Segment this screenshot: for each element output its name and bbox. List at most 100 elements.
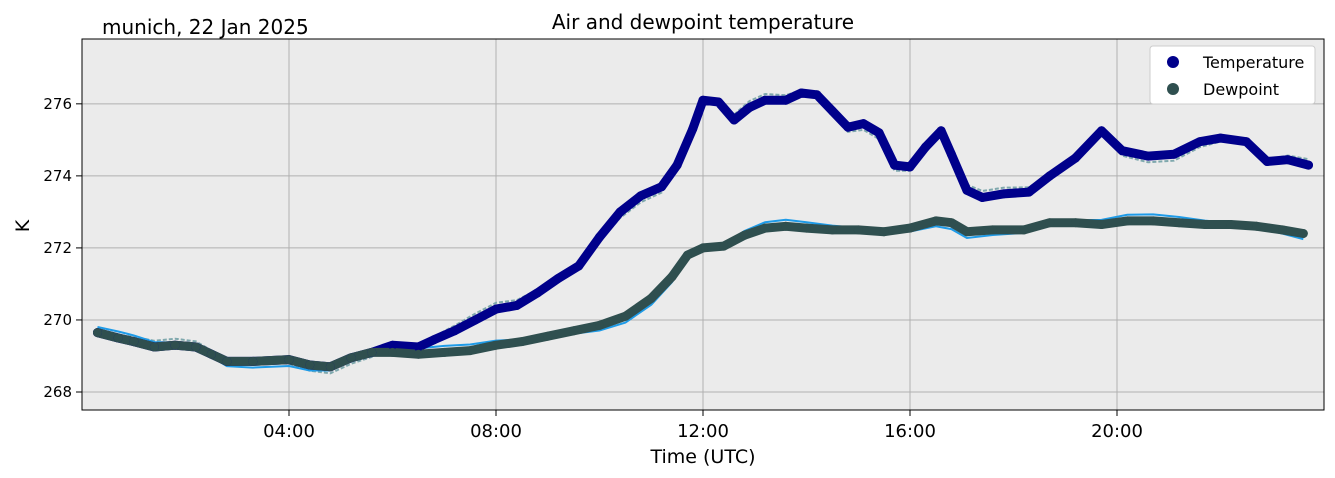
temperature-point xyxy=(812,90,822,100)
temperature-point xyxy=(413,342,423,352)
y-tick-label: 276 xyxy=(43,95,72,113)
temperature-point xyxy=(796,88,806,98)
dewpoint-point xyxy=(620,311,630,321)
temperature-point xyxy=(657,182,667,192)
temperature-point xyxy=(1216,133,1225,143)
temperature-point xyxy=(532,288,542,298)
temperature-point xyxy=(1097,126,1106,136)
dewpoint-point xyxy=(439,347,449,357)
dewpoint-point xyxy=(719,241,729,251)
temperature-point xyxy=(688,124,698,134)
temperature-point xyxy=(729,115,739,125)
legend-label-temperature: Temperature xyxy=(1202,53,1304,72)
x-tick-label: 04:00 xyxy=(263,421,315,442)
temperature-point xyxy=(760,95,770,105)
temperature-point xyxy=(491,304,501,314)
temperature-point xyxy=(636,191,646,201)
dewpoint-point xyxy=(1278,225,1288,235)
dewpoint-point xyxy=(1071,218,1081,228)
temperature-point xyxy=(1071,153,1081,163)
temperature-point xyxy=(946,149,956,159)
temperature-point xyxy=(1283,155,1293,165)
temperature-point xyxy=(977,193,987,202)
temperature-point xyxy=(388,340,397,350)
legend-label-dewpoint: Dewpoint xyxy=(1203,80,1279,99)
dewpoint-point xyxy=(222,356,232,366)
x-axis-label: Time (UTC) xyxy=(649,446,755,468)
temperature-point xyxy=(936,126,946,136)
dewpoint-point xyxy=(646,293,656,303)
legend-marker-dewpoint xyxy=(1167,83,1179,95)
temperature-point xyxy=(827,106,837,116)
temperature-point xyxy=(672,160,682,170)
dewpoint-point xyxy=(853,225,863,235)
y-tick-label: 270 xyxy=(43,311,72,329)
dewpoint-point xyxy=(113,333,123,343)
temperature-point xyxy=(1024,187,1034,197)
y-tick-label: 272 xyxy=(43,239,72,257)
dewpoint-point xyxy=(367,347,377,357)
dewpoint-point xyxy=(962,227,972,237)
temperature-point xyxy=(450,326,460,336)
temperature-point xyxy=(698,95,708,105)
temperature-point xyxy=(553,274,563,283)
temperature-point xyxy=(1304,160,1313,170)
dewpoint-point xyxy=(284,355,294,365)
legend-marker-temperature xyxy=(1167,56,1179,68)
dewpoint-point xyxy=(325,362,335,372)
temperature-point xyxy=(429,335,439,345)
x-tick-label: 12:00 xyxy=(677,421,729,442)
dewpoint-point xyxy=(413,349,423,359)
dewpoint-point xyxy=(191,342,201,352)
dewpoint-point xyxy=(698,243,708,253)
temperature-point xyxy=(890,160,899,170)
temperature-point xyxy=(1045,171,1055,181)
dewpoint-point xyxy=(149,342,159,352)
temperature-point xyxy=(962,185,972,195)
dewpoint-point xyxy=(946,218,956,228)
dewpoint-point xyxy=(170,340,180,350)
series-points xyxy=(93,88,1313,372)
dewpoint-point xyxy=(465,346,475,356)
y-tick-label: 274 xyxy=(43,167,72,185)
dewpoint-point xyxy=(1148,216,1158,226)
temperature-point xyxy=(714,97,723,107)
temperature-point xyxy=(874,128,884,138)
dewpoint-point xyxy=(93,328,102,338)
dewpoint-point xyxy=(517,337,527,347)
dewpoint-point xyxy=(905,223,915,233)
dewpoint-point xyxy=(1226,220,1236,229)
temperature-point xyxy=(858,119,868,129)
dewpoint-point xyxy=(1200,220,1210,229)
temperature-point xyxy=(745,102,755,112)
x-tick-label: 16:00 xyxy=(884,421,936,442)
dewpoint-point xyxy=(1045,218,1055,228)
dewpoint-point xyxy=(988,225,998,235)
dewpoint-point xyxy=(388,347,397,357)
y-axis: 268 270 272 274 276 xyxy=(43,95,82,401)
temperature-point xyxy=(921,142,930,152)
dewpoint-point xyxy=(543,331,553,341)
dewpoint-point xyxy=(683,250,692,260)
x-tick-label: 20:00 xyxy=(1091,421,1143,442)
legend-box xyxy=(1149,45,1316,105)
dewpoint-point xyxy=(879,227,889,237)
dewpoint-point xyxy=(739,230,749,240)
dewpoint-point xyxy=(491,340,501,350)
temperature-point xyxy=(615,207,625,217)
temperature-point xyxy=(1195,137,1205,147)
dewpoint-point xyxy=(760,223,770,233)
y-axis-label: K xyxy=(12,219,34,232)
y-tick-label: 268 xyxy=(43,383,72,401)
dewpoint-point xyxy=(1298,229,1308,238)
dewpoint-point xyxy=(667,272,677,282)
dewpoint-point xyxy=(595,320,604,330)
dewpoint-point xyxy=(248,356,258,366)
dewpoint-point xyxy=(827,225,837,235)
temperature-point xyxy=(512,301,522,310)
temperature-point xyxy=(1169,149,1179,159)
dewpoint-point xyxy=(931,216,941,226)
temperature-point xyxy=(1262,157,1272,166)
temperature-point xyxy=(905,162,915,172)
